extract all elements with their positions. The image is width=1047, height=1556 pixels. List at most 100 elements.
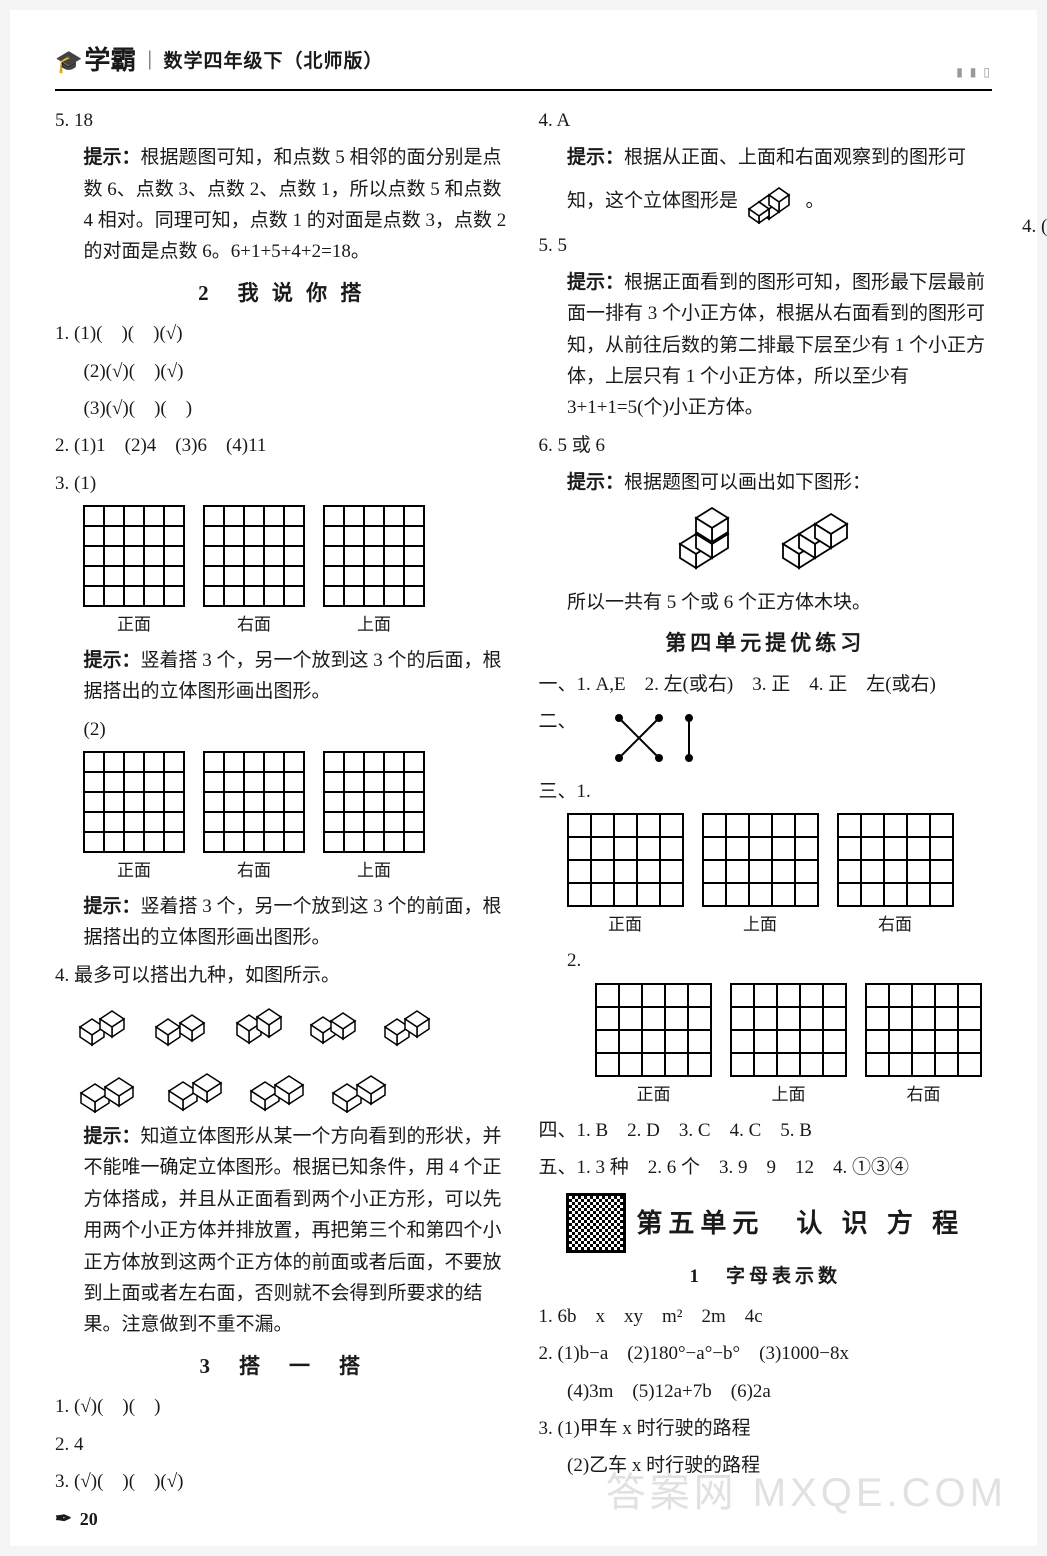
qr-code-icon	[566, 1193, 626, 1253]
label-right: 右面	[878, 911, 912, 939]
q6-figures	[539, 504, 993, 580]
grid-row-u4-1: 正面 上面 右面	[567, 813, 993, 939]
u4-2-label: 二、	[539, 711, 577, 732]
label-top: 上面	[357, 611, 391, 639]
content-columns: 5. 18 提示：根据题图可知，和点数 5 相邻的面分别是点数 6、点数 3、点…	[55, 105, 992, 1525]
u4-4: 四、1. B 2. D 3. C 4. C 5. B	[539, 1115, 993, 1146]
q5-answer: 5. 18	[55, 105, 509, 136]
ans-3-2-hint: 提示：竖着搭 3 个，另一个放到这 3 个的前面，根据搭出的立体图形画出图形。	[55, 891, 509, 954]
section-5-1-title: 1 字母表示数	[539, 1261, 993, 1292]
intro-text: 知，这个立体图形是	[567, 190, 738, 211]
label-front: 正面	[117, 611, 151, 639]
hint-label: 提示：	[567, 272, 624, 293]
cube-icon	[303, 999, 365, 1047]
unit5-title: 第五单元 认 识 方 程	[539, 1193, 993, 1253]
ans-4-head: 4. 最多可以搭出九种，如图所示。	[55, 960, 509, 991]
grid-5x5	[203, 505, 305, 607]
grid-5x5	[323, 505, 425, 607]
label-right: 右面	[237, 611, 271, 639]
hint-label: 提示：	[84, 1126, 141, 1147]
b2: 2. 4	[55, 1429, 509, 1460]
page-footer: 20	[55, 1503, 98, 1536]
b3: 3. (√)( )( )(√)	[55, 1466, 509, 1497]
section-3-title: 3 搭 一 搭	[55, 1349, 509, 1384]
hint-label: 提示：	[84, 650, 141, 671]
unit4-title: 第四单元提优练习	[539, 626, 993, 661]
hint-text: 根据从正面、上面和右面观察到的图形可	[624, 147, 966, 168]
hint-text: 知道立体图形从某一个方向看到的形状，并不能唯一确定立体图形。根据已知条件，用 4…	[84, 1126, 502, 1335]
b1: 1. (√)( )( )	[55, 1391, 509, 1422]
header-barcode: ▮ ▮ ▯	[956, 63, 992, 83]
header-left: 学霸 ｜ 数学四年级下（北师版）	[55, 40, 383, 83]
hint-label: 提示：	[84, 896, 141, 917]
page-number: 20	[80, 1505, 98, 1535]
header-subject: 数学四年级下（北师版）	[163, 46, 383, 77]
c2b: (4)3m (5)12a+7b (6)2a	[539, 1376, 993, 1407]
r-q6: 6. 5 或 6	[539, 430, 993, 461]
cube-icon	[159, 1061, 229, 1113]
c2: 2. (1)b−a (2)180°−a°−b° (3)1000−8x	[539, 1338, 993, 1369]
cube-icon	[379, 999, 441, 1047]
ans-3-1-hint: 提示：竖着搭 3 个，另一个放到这 3 个的后面，根据搭出的立体图形画出图形。	[55, 645, 509, 708]
cube-6-icon	[775, 504, 861, 570]
unit5-text: 第五单元 认 识 方 程	[636, 1202, 964, 1245]
b4-hint: 提示：根据从正面、上面和右面观察到的图形可	[539, 142, 993, 173]
hint-label: 提示：	[567, 147, 624, 168]
ans-1-2: (2)(√)( )(√)	[55, 356, 509, 387]
q6-concl: 所以一共有 5 个或 6 个正方体木块。	[539, 587, 993, 618]
hint-text: 竖着搭 3 个，另一个放到这 3 个的后面，根据搭出的立体图形画出图形。	[84, 650, 502, 702]
hint-text: 根据题图可知，和点数 5 相邻的面分别是点数 6、点数 3、点数 2、点数 1，…	[84, 147, 507, 262]
cube-icon	[75, 999, 137, 1047]
label-right: 右面	[237, 857, 271, 885]
cube-icon	[327, 1061, 397, 1113]
grid-row-3-1: 正面 右面	[83, 505, 509, 639]
ans-3-2-label: (2)	[55, 719, 106, 740]
label-front: 正面	[637, 1081, 671, 1109]
hint-label: 提示：	[567, 472, 624, 493]
ans-1-3: (3)(√)( )( )	[55, 393, 509, 424]
cube-inline-icon	[745, 180, 799, 224]
label-front: 正面	[608, 911, 642, 939]
c3-3: (3)甲车和乙车 x 时一共行驶的路程(或 A，B 两地的距离)	[1022, 105, 1047, 168]
hint-text: 根据正面看到的图形可知，图形最下层最前面一排有 3 个小正方体，根据从右面看到的…	[567, 272, 985, 418]
page: 学霸 ｜ 数学四年级下（北师版） ▮ ▮ ▯ 5. 18 提示：根据题图可知，和…	[10, 10, 1037, 1546]
cube-icon	[243, 1061, 313, 1113]
r-q6-hint: 提示：根据题图可以画出如下图形：	[539, 467, 993, 498]
ans-2: 2. (1)1 (2)4 (3)6 (4)11	[55, 430, 509, 461]
hint-text: 竖着搭 3 个，另一个放到这 3 个的前面，根据搭出的立体图形画出图形。	[84, 896, 502, 948]
c3-2: (2)乙车 x 时行驶的路程	[539, 1450, 993, 1481]
u4-1: 一、1. A,E 2. 左(或右) 3. 正 4. 正 左(或右)	[539, 669, 993, 700]
cube-arrangements	[75, 999, 509, 1113]
ans-4-hint: 提示：知道立体图形从某一个方向看到的形状，并不能唯一确定立体图形。根据已知条件，…	[55, 1121, 509, 1340]
grid-5x5	[83, 505, 185, 607]
label-front: 正面	[117, 857, 151, 885]
intro-end: 。	[806, 190, 825, 211]
grid-top: 上面	[323, 505, 425, 639]
r-q5: 5. 5	[539, 230, 993, 261]
header-divider: ｜	[140, 46, 159, 77]
hint-text: 根据题图可以画出如下图形：	[624, 472, 871, 493]
label-top: 上面	[772, 1081, 806, 1109]
u4-3-label: 三、1.	[539, 781, 591, 802]
cube-5-icon	[670, 504, 750, 570]
ans-3-1: 3. (1) 正面	[55, 468, 509, 639]
hint-label: 提示：	[84, 147, 141, 168]
u4-3-2-label: 2.	[567, 950, 581, 971]
cube-icon	[151, 999, 213, 1047]
grid-front: 正面	[83, 505, 185, 639]
q5-hint: 提示：根据题图可知，和点数 5 相邻的面分别是点数 6、点数 3、点数 2、点数…	[55, 142, 509, 267]
label-top: 上面	[743, 911, 777, 939]
label-right: 右面	[907, 1081, 941, 1109]
u4-3-2: 2. 正面 上面 右	[539, 945, 993, 1108]
cross-match-icon	[611, 710, 701, 766]
grid-row-3-2: 正面 右面 上面	[83, 751, 509, 885]
right-intro: 知，这个立体图形是 。	[539, 180, 993, 224]
c3-4: (4)甲车 x 时比乙车 x 时多行驶的路程	[1022, 174, 1047, 205]
cube-icon	[75, 1061, 145, 1113]
ans-3-1-label: 3. (1)	[55, 473, 96, 494]
u4-3-1: 三、1. 正面 上面	[539, 776, 993, 939]
ans-3-2: (2) 正面 右面	[55, 714, 509, 885]
grid-row-u4-2: 正面 上面 右面	[595, 983, 992, 1109]
ans-1-1: 1. (1)( )( )(√)	[55, 318, 509, 349]
r-q5-hint: 提示：根据正面看到的图形可知，图形最下层最前面一排有 3 个小正方体，根据从右面…	[539, 267, 993, 424]
